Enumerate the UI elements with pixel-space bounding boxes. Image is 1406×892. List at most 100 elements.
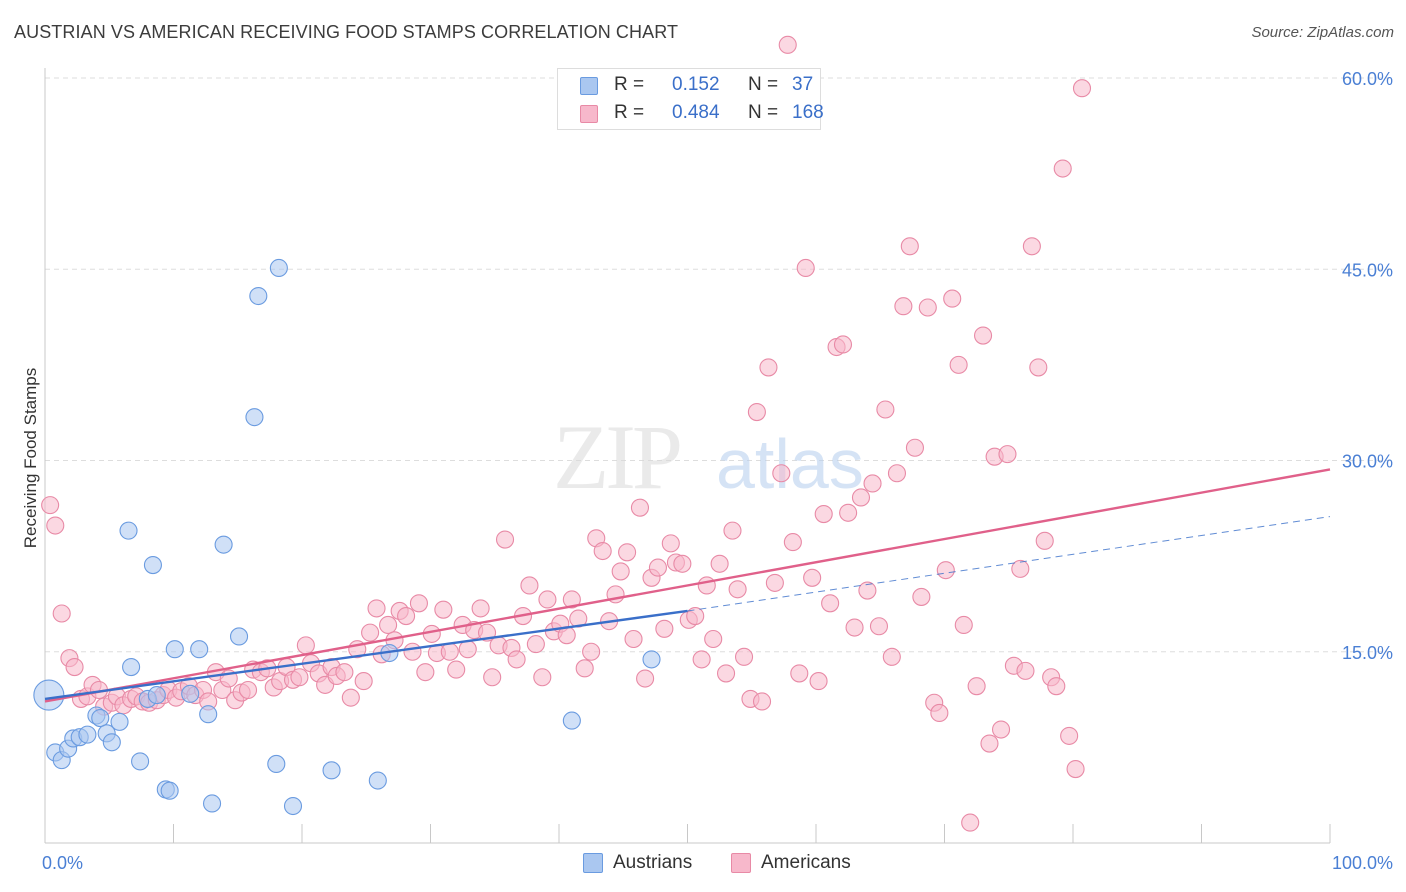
- americans-point-86: [582, 642, 601, 661]
- austrians-point-8: [91, 708, 110, 728]
- y-tick-label-1: 30.0%: [1342, 452, 1393, 472]
- americans-point-31: [238, 680, 258, 700]
- americans-point-136: [887, 464, 907, 483]
- americans-point-128: [839, 503, 858, 522]
- americans-point-146: [949, 355, 968, 374]
- americans-point-99: [661, 534, 680, 553]
- x-tick-label-1: 100.0%: [1332, 853, 1393, 873]
- y-tick-label-0: 15.0%: [1342, 643, 1393, 663]
- austrians-point-6: [78, 725, 97, 744]
- americans-point-148: [961, 813, 980, 832]
- americans-point-166: [1072, 79, 1092, 98]
- americans-point-159: [1029, 358, 1048, 377]
- americans-point-106: [704, 629, 723, 649]
- americans-point-91: [611, 562, 630, 581]
- americans-point-85: [575, 659, 594, 678]
- americans-point-114: [752, 692, 772, 711]
- americans-point-93: [624, 629, 643, 649]
- americans-point-59: [416, 663, 435, 682]
- y-tick-label-2: 45.0%: [1342, 260, 1393, 280]
- americans-point-132: [863, 474, 882, 493]
- americans-point-121: [796, 258, 815, 278]
- americans-point-88: [593, 541, 612, 561]
- austrians-trend-extension: [687, 516, 1331, 612]
- americans-point-77: [526, 635, 545, 654]
- americans-point-79: [538, 590, 557, 609]
- americans-point-137: [894, 297, 913, 316]
- austrians-swatch: [580, 77, 598, 95]
- austrians-point-19: [160, 781, 179, 800]
- austrians-point-32: [322, 761, 341, 780]
- americans-point-118: [778, 35, 797, 54]
- americans-point-147: [954, 615, 973, 635]
- americans-point-140: [912, 587, 931, 606]
- americans-point-149: [967, 677, 986, 696]
- americans-point-64: [447, 660, 466, 679]
- r-label: R =: [614, 74, 645, 95]
- y-tick-label-3: 60.0%: [1342, 69, 1393, 89]
- legend-label-austrians: Austrians: [613, 852, 693, 873]
- austrians-point-12: [119, 521, 138, 540]
- austrians-point-14: [131, 752, 150, 771]
- americans-point-134: [876, 400, 895, 419]
- americans-point-2: [52, 604, 71, 623]
- americans-point-72: [495, 530, 515, 549]
- americans-point-164: [1060, 726, 1079, 745]
- americans-point-116: [765, 573, 784, 592]
- americans-point-135: [882, 647, 901, 666]
- americans-point-131: [858, 581, 877, 600]
- americans-point-122: [803, 568, 822, 587]
- trend-lines: [44, 468, 1331, 703]
- x-tick-label-0: 0.0%: [42, 853, 83, 873]
- americans-point-150: [973, 326, 993, 345]
- americans-point-4: [65, 657, 84, 677]
- americans-point-141: [918, 298, 937, 317]
- austrians-point-29: [267, 754, 286, 774]
- americans-point-145: [943, 289, 962, 308]
- stats-legend: R = 0.152 N = 37 R = 0.484 N = 168: [557, 68, 824, 130]
- americans-point-51: [367, 599, 386, 618]
- austrians-point-16: [143, 555, 162, 575]
- americans-point-153: [991, 720, 1011, 739]
- americans-point-105: [697, 576, 716, 595]
- americans-point-158: [1022, 237, 1041, 256]
- austrians-point-36: [642, 650, 661, 669]
- n-value: 168: [792, 102, 824, 123]
- americans-point-157: [1016, 661, 1035, 680]
- americans-point-119: [783, 533, 802, 552]
- r-label: R =: [614, 102, 645, 123]
- americans-point-162: [1047, 677, 1066, 696]
- americans-point-104: [692, 650, 711, 669]
- austrians-point-23: [199, 705, 218, 724]
- n-label: N =: [748, 102, 779, 123]
- americans-point-120: [790, 664, 809, 683]
- americans-point-111: [734, 647, 754, 666]
- americans-point-98: [655, 619, 674, 638]
- americans-point-66: [458, 640, 477, 659]
- n-label: N =: [748, 74, 779, 95]
- americans-point-124: [814, 504, 833, 524]
- americans-point-57: [403, 642, 422, 661]
- r-value: 0.484: [672, 102, 720, 123]
- americans-point-50: [361, 623, 380, 642]
- n-value: 37: [792, 74, 814, 95]
- americans-point-95: [636, 669, 655, 688]
- americans-point-130: [851, 488, 871, 507]
- americans-point-70: [483, 668, 502, 687]
- americans-point-53: [379, 615, 398, 635]
- americans-point-49: [354, 672, 373, 691]
- legend-label-americans: Americans: [761, 852, 851, 873]
- americans-point-68: [471, 599, 490, 618]
- americans-point-58: [409, 594, 428, 613]
- americans-trend-line: [44, 468, 1331, 703]
- americans-point-129: [845, 618, 864, 637]
- americans-point-78: [533, 668, 552, 687]
- austrians-legend-swatch: [583, 853, 603, 873]
- austrians-point-22: [190, 640, 209, 659]
- americans-point-108: [716, 664, 736, 683]
- americans-point-76: [520, 576, 539, 595]
- americans-point-46: [335, 663, 354, 682]
- austrians-point-20: [165, 640, 184, 659]
- austrians-point-25: [214, 535, 233, 554]
